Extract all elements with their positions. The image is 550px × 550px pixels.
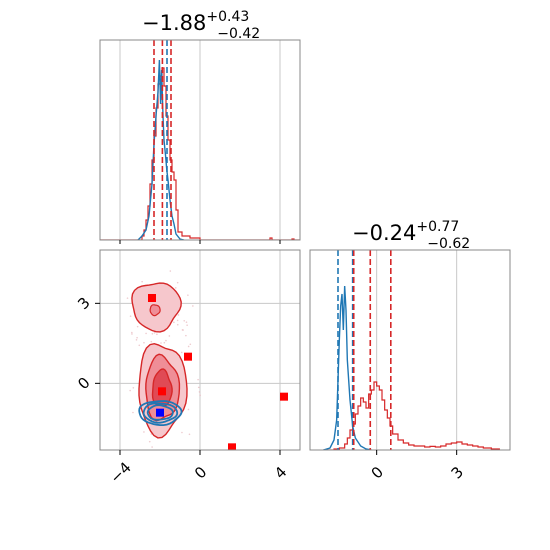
scatter-2d-sample-7: [138, 344, 141, 347]
scatter-2d-sample-61: [197, 378, 199, 381]
hist-param2-blue-hist: [323, 285, 372, 450]
scatter-2d-sample-14: [186, 324, 188, 327]
scatter-2d-sample-72: [181, 329, 184, 331]
scatter-2d-sample-57: [135, 339, 138, 341]
scatter-2d-sample-32: [176, 319, 179, 322]
scatter-2d-sample-79: [143, 341, 145, 344]
scatter-2d-sample-47: [185, 334, 187, 337]
scatter-2d-ytick-0-label: 0: [74, 374, 93, 393]
scatter-2d-red-marker-1: [184, 352, 192, 361]
scatter-2d-sample-88: [160, 342, 162, 344]
scatter-2d-sample-87: [132, 386, 135, 389]
scatter-2d-sample-34: [136, 325, 139, 328]
scatter-2d-sample-5: [148, 440, 151, 443]
scatter-2d-xtick-2-label: 4: [271, 463, 290, 482]
scatter-2d-sample-49: [188, 433, 191, 436]
scatter-2d-blue-contour-2: [146, 404, 174, 421]
scatter-2d-sample-60: [131, 333, 133, 335]
hist-param1-title: −1.88+0.43 −0.42: [142, 9, 260, 42]
hist-param1-blue-hist: [137, 59, 185, 240]
scatter-2d-sample-63: [132, 411, 134, 414]
hist-param2-xtick-0-label: 0: [368, 463, 387, 482]
scatter-2d-sample-19: [187, 408, 190, 411]
scatter-2d-sample-20: [150, 340, 153, 343]
scatter-2d-sample-69: [189, 343, 192, 346]
scatter-2d-sample-3: [145, 332, 147, 335]
scatter-2d-data: [126, 270, 288, 450]
scatter-2d-xtick-1-label: 0: [191, 463, 210, 482]
scatter-2d-red-marker-4: [228, 443, 236, 450]
hist-param1-title-sub: −0.42: [217, 26, 260, 42]
scatter-2d-blue-marker-0: [156, 408, 164, 417]
scatter-2d-sample-76: [173, 321, 175, 324]
scatter-2d-xtick-0-label: −4: [107, 459, 135, 487]
hist-param1-data: [100, 40, 300, 240]
scatter-2d-sample-41: [187, 345, 190, 348]
hist-param1-title-main: −1.88: [142, 11, 206, 35]
scatter-2d-sample-73: [198, 391, 201, 393]
scatter-2d-sample-35: [129, 389, 131, 392]
hist-param2-title: −0.24+0.77 −0.62: [352, 219, 470, 252]
hist-param1-red-hist: [100, 67, 300, 240]
hist-param2-data: [323, 250, 500, 450]
scatter-2d-sample-65: [168, 335, 171, 337]
scatter-2d-sample-30: [141, 280, 143, 283]
hist-param1-ticks: [119, 240, 281, 244]
scatter-2d-sample-33: [181, 431, 183, 434]
scatter-2d-grid: [100, 250, 300, 450]
scatter-2d-sample-36: [177, 314, 180, 316]
scatter-2d-ytick-1-label: 3: [74, 294, 93, 313]
hist-param1-panel: −1.88+0.43 −0.42: [99, 9, 301, 244]
hist-param2-xtick-1-label: 3: [448, 463, 467, 482]
hist-param2-title-main: −0.24: [352, 221, 416, 245]
hist-param2-title-sup: +0.77: [416, 219, 459, 235]
scatter-2d-sample-11: [180, 351, 183, 354]
scatter-2d-sample-77: [163, 341, 166, 344]
scatter-2d-sample-59: [197, 386, 200, 389]
scatter-2d-sample-22: [129, 315, 132, 317]
hist-param1-grid: [119, 40, 281, 240]
scatter-2d-sample-84: [131, 331, 133, 334]
hist-param2-title-sub: −0.62: [427, 236, 470, 252]
scatter-2d-sample-10: [185, 321, 188, 323]
scatter-2d-sample-78: [176, 323, 179, 326]
scatter-2d-blue-contour-1: [142, 402, 179, 424]
scatter-2d-sample-66: [187, 294, 189, 296]
scatter-2d-sample-70: [176, 281, 179, 284]
scatter-2d-sample-2: [151, 332, 154, 335]
scatter-2d-red-inner-0: [149, 304, 161, 317]
scatter-2d-sample-4: [156, 333, 158, 336]
scatter-2d-sample-13: [143, 431, 145, 433]
scatter-2d-sample-62: [169, 270, 172, 272]
hist-param2-grid: [376, 250, 458, 450]
scatter-2d-sample-12: [183, 319, 186, 322]
scatter-2d-sample-40: [165, 339, 167, 342]
scatter-2d-sample-58: [174, 287, 177, 289]
hist-param2-frame: [309, 249, 511, 451]
scatter-2d-sample-46: [126, 297, 129, 299]
scatter-2d-red-marker-3: [280, 392, 288, 401]
scatter-2d-sample-0: [192, 305, 194, 307]
scatter-2d-red-marker-2: [158, 387, 166, 396]
scatter-2d-sample-54: [153, 332, 156, 334]
scatter-2d-sample-83: [199, 394, 201, 397]
scatter-2d-blue-contour-0: [138, 400, 183, 426]
scatter-2d-sample-67: [151, 446, 153, 448]
scatter-2d-panel: −4 0 4 0 3: [74, 249, 301, 487]
scatter-2d-sample-26: [136, 336, 138, 339]
hist-param1-title-sup: +0.43: [206, 9, 249, 25]
scatter-2d-red-marker-0: [148, 294, 156, 302]
